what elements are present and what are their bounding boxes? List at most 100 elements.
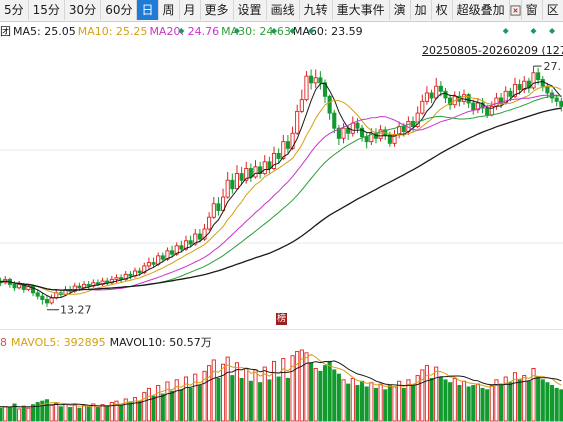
candle-up (174, 245, 179, 255)
candle-down (485, 107, 490, 116)
volume-bar-up (193, 373, 198, 422)
candle-up (392, 134, 397, 144)
candle-down (197, 233, 202, 240)
volume-bar-up (123, 398, 128, 422)
period-tab-10[interactable]: 九转 (300, 0, 333, 20)
ma-legend-item: MA30: 24.63 (221, 25, 291, 37)
candle-up (142, 265, 147, 274)
ma-line-ma60 (0, 107, 562, 291)
candle-down (309, 75, 314, 84)
period-tab-12[interactable]: 演 (390, 0, 411, 20)
volume-bar-up (109, 402, 114, 422)
period-tab-5[interactable]: 周 (159, 0, 180, 20)
candle-down (276, 152, 281, 159)
candle-down (536, 72, 541, 80)
period-tab-15[interactable]: 超级叠加 (453, 0, 510, 20)
volume-bar-up (207, 365, 212, 422)
volume-bar-down (429, 377, 434, 422)
candle-down (387, 134, 392, 144)
candle-down (471, 102, 476, 111)
period-tab-14[interactable]: 权 (432, 0, 453, 20)
signal-diamond (502, 28, 509, 34)
period-tab-2[interactable]: 30分 (65, 0, 102, 20)
candle-down (318, 77, 323, 84)
candle-up (512, 84, 518, 97)
candle-down (285, 141, 290, 149)
candle-down (31, 285, 36, 294)
candle-up (165, 250, 170, 260)
volume-bar-up (299, 349, 304, 422)
volume-bar-down (40, 400, 45, 422)
pin-icon[interactable] (510, 0, 522, 20)
volume-bar-down (332, 369, 337, 422)
candle-down (248, 168, 253, 178)
volume-bar-up (494, 379, 499, 422)
period-tab-1[interactable]: 15分 (29, 0, 65, 20)
period-tab-3[interactable]: 60分 (101, 0, 138, 20)
period-tab-13[interactable]: 加 (411, 0, 432, 20)
volume-bar-down (545, 382, 550, 422)
volume-bar-up (142, 392, 147, 422)
volume-legend: 8 MAVOL5: 392895 MAVOL10: 50.57万 (0, 334, 216, 350)
volume-bar-down (485, 389, 490, 422)
candle-down (443, 90, 448, 99)
candle-up (123, 273, 128, 280)
period-tab-6[interactable]: 月 (180, 0, 201, 20)
signal-diamond (530, 28, 537, 34)
ma-line-ma30 (0, 95, 562, 291)
volume-bar-down (230, 375, 235, 422)
period-tab-9[interactable]: 画线 (267, 0, 300, 20)
volume-bar-up (211, 359, 216, 422)
candle-down (545, 85, 550, 94)
period-tab-11[interactable]: 重大事件 (333, 0, 390, 20)
period-tab-0[interactable]: 5分 (0, 0, 29, 20)
volume-bar-up (146, 387, 151, 422)
candle-up (202, 228, 207, 240)
volume-bar-up (397, 380, 402, 422)
volume-bar-down (35, 402, 40, 422)
candle-down (401, 126, 406, 133)
candle-up (415, 112, 420, 127)
ma-line-ma10 (0, 85, 562, 295)
ma-legend-item: MA60: 23.59 (292, 25, 363, 37)
stock-name-fragment: 团 (0, 25, 11, 37)
candle-down (332, 112, 337, 129)
volume-bar-down (346, 383, 351, 422)
candle-down (137, 270, 142, 274)
signal-diamond (289, 28, 296, 34)
volume-bar-down (466, 386, 471, 422)
volume-bar-down (44, 399, 50, 422)
period-tab-8[interactable]: 设置 (234, 0, 267, 20)
volume-bar-down (12, 403, 17, 422)
signal-diamond (308, 28, 315, 34)
volume-bar-down (68, 407, 73, 422)
volume-bar-up (72, 404, 77, 422)
volume-bar-up (522, 375, 527, 422)
volume-bar-down (151, 395, 156, 422)
volume-bar-up (114, 400, 119, 422)
candle-up (420, 100, 425, 114)
candle-down (230, 179, 235, 190)
volume-bar-down (160, 393, 165, 422)
candle-up (350, 122, 355, 134)
date-range-label[interactable]: 20250805-20260209 (127 (422, 44, 563, 57)
volume-legend-item: 8 (0, 336, 7, 349)
period-tab-7[interactable]: 更多 (201, 0, 234, 20)
candle-down (12, 283, 17, 289)
ranking-tag[interactable]: 榜 (276, 313, 287, 325)
volume-bar-down (554, 387, 559, 422)
period-tab-4[interactable]: 日 (137, 0, 159, 20)
candle-up (193, 233, 198, 245)
volume-bar-down (438, 376, 443, 422)
candle-up (262, 161, 267, 175)
candle-down (466, 94, 471, 104)
volume-bar-down (95, 407, 100, 422)
candle-up (304, 75, 309, 101)
candle-down (151, 262, 156, 265)
period-tab-16[interactable]: 窗 (522, 0, 543, 20)
volume-bar-down (77, 407, 82, 422)
volume-bar-down (373, 387, 379, 422)
volume-bar-down (322, 365, 328, 422)
volume-bar-down (179, 389, 184, 422)
